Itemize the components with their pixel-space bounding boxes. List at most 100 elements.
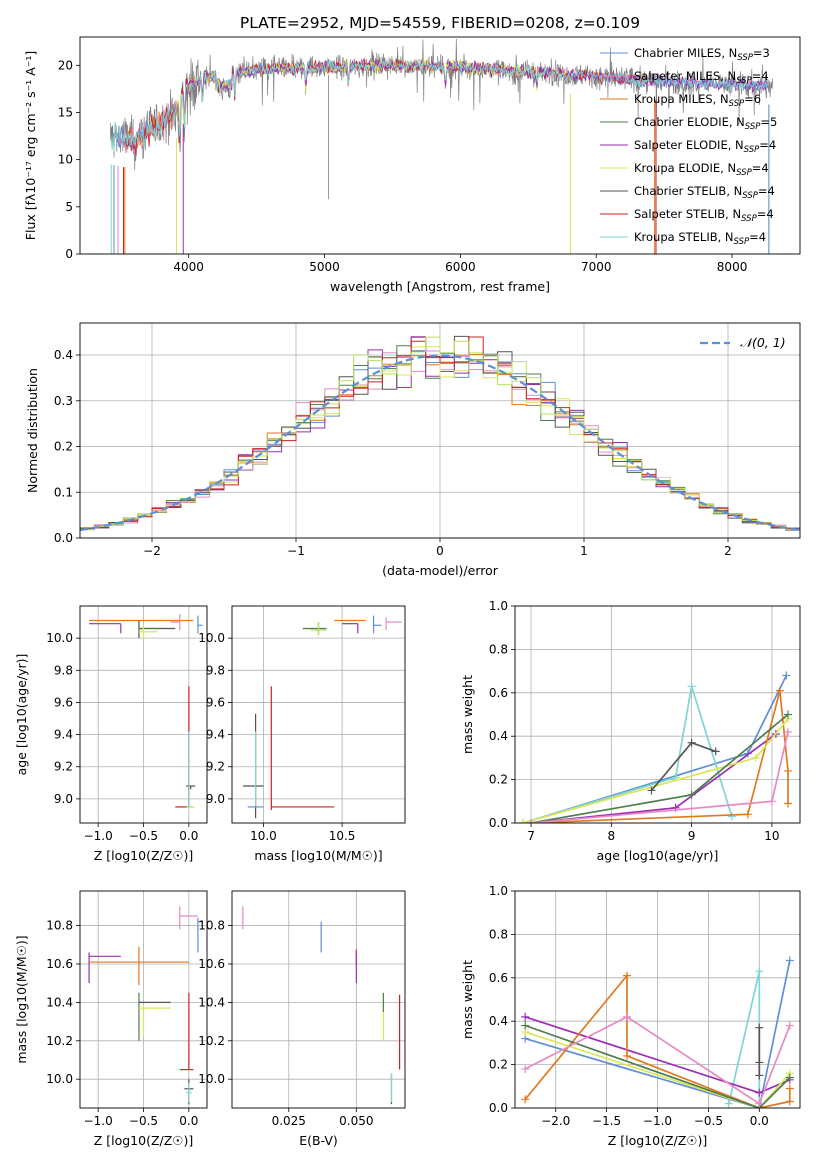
legend-entry: Chabrier ELODIE, NSSP=5 <box>634 115 777 132</box>
x-axis-label: E(B-V) <box>299 1133 338 1148</box>
y-tick-label: 0.4 <box>54 348 73 362</box>
age_vs_mass-axes: 10.0 10.5 9.0 9.2 9.4 9.6 9.8 10.0 mass [log10(M… <box>198 605 406 863</box>
y-tick-label: 10.2 <box>46 1034 73 1048</box>
weight-marker <box>785 1021 794 1030</box>
weight_vs_Z-plot-area <box>521 956 794 1108</box>
y-tick-label: 0.1 <box>54 485 73 499</box>
legend-entry: Kroupa MILES, NSSP=6 <box>634 92 761 109</box>
y-tick-label: 0.6 <box>489 971 508 985</box>
x-tick-label: 2 <box>724 544 732 558</box>
y-tick-label: 10.0 <box>198 1072 225 1086</box>
residuals-plot-area <box>80 335 800 532</box>
x-tick-label: 10.5 <box>329 829 356 843</box>
weight-marker <box>724 1099 733 1108</box>
x-tick-label: 10.0 <box>250 829 277 843</box>
weight-marker <box>783 710 792 719</box>
weight-marker <box>521 1095 530 1104</box>
y-tick-label: 10.2 <box>198 1034 225 1048</box>
x-axis-label: (data-model)/error <box>382 563 499 578</box>
y-tick-label: 0.2 <box>489 773 508 787</box>
x-axis-label: Z [log10(Z/Z☉)] <box>94 848 194 863</box>
y-tick-label: 0.6 <box>489 686 508 700</box>
weight-marker <box>767 797 776 806</box>
age_vs_Z-axes: −1.0 −0.5 0.0 9.0 9.2 9.4 9.6 9.8 10.0 Z [log10(Z… <box>14 605 208 863</box>
spectrum-axes: 4000 5000 6000 7000 8000 0 5 10 15 20 wavelength [… <box>23 36 801 294</box>
legend-entry: Chabrier MILES, NSSP=3 <box>634 46 770 63</box>
x-tick-label: 5000 <box>309 260 340 274</box>
residuals-axes: −2 −1 0 1 2 0.0 0.1 0.2 0.3 0.4 (data-model)/error… <box>25 322 801 578</box>
figure-title: PLATE=2952, MJD=54559, FIBERID=0208, z=0… <box>240 14 640 32</box>
x-tick-label: 8 <box>608 829 616 843</box>
x-tick-label: 0.050 <box>339 1114 373 1128</box>
x-tick-label: 0.025 <box>272 1114 306 1128</box>
x-tick-label: −1 <box>287 544 305 558</box>
y-axis-label: mass weight <box>460 675 475 754</box>
x-tick-label: 6000 <box>445 260 476 274</box>
y-tick-label: 0 <box>65 247 73 261</box>
y-tick-label: 1.0 <box>489 599 508 613</box>
y-tick-label: 10.0 <box>46 1072 73 1086</box>
y-tick-label: 9.6 <box>206 695 225 709</box>
legend-entry: Chabrier STELIB, NSSP=4 <box>634 184 775 201</box>
y-tick-label: 0.8 <box>489 642 508 656</box>
y-tick-label: 9.4 <box>54 728 73 742</box>
y-tick-label: 0.2 <box>54 440 73 454</box>
x-tick-label: −1.0 <box>643 1114 672 1128</box>
x-tick-label: 1 <box>580 544 588 558</box>
x-tick-label: 7 <box>527 829 535 843</box>
y-tick-label: 0.0 <box>489 1101 508 1115</box>
histogram-step <box>80 336 800 530</box>
axes-frame <box>231 890 406 1109</box>
weight-marker <box>783 799 792 808</box>
age_vs_Z-plot-area <box>89 614 203 808</box>
spectrum-plot-area <box>109 38 773 254</box>
x-axis-label: Z [log10(Z/Z☉)] <box>608 1133 708 1148</box>
y-tick-label: 20 <box>58 58 73 72</box>
weight-series-line <box>522 686 733 823</box>
weight-marker <box>782 671 791 680</box>
weight-marker <box>519 819 528 823</box>
x-tick-label: 10 <box>764 829 779 843</box>
x-tick-label: −0.5 <box>129 1114 158 1128</box>
x-tick-label: −1.0 <box>84 1114 113 1128</box>
weight-marker <box>647 786 656 795</box>
spectrum-model-line <box>182 59 769 119</box>
y-tick-label: 9.4 <box>206 728 225 742</box>
weight-marker <box>743 810 752 819</box>
y-tick-label: 10.0 <box>198 631 225 645</box>
y-tick-label: 9.8 <box>54 663 73 677</box>
y-axis-label: mass weight <box>460 960 475 1039</box>
y-axis-label: Normed distribution <box>25 368 40 493</box>
x-tick-label: −2.0 <box>541 1114 570 1128</box>
weight-marker <box>727 812 736 821</box>
y-tick-label: 9.2 <box>54 760 73 774</box>
weight-marker <box>785 1097 794 1106</box>
weight-marker <box>755 1058 764 1067</box>
weight-marker <box>711 747 720 756</box>
y-tick-label: 9.8 <box>206 663 225 677</box>
y-tick-label: 5 <box>65 200 73 214</box>
weight-marker <box>755 1023 764 1032</box>
x-tick-label: 4000 <box>173 260 204 274</box>
spectrum-model-line <box>110 59 769 153</box>
spectrum-legend: Chabrier MILES, NSSP=3 Salpeter MILES, NS… <box>600 46 777 247</box>
weight-marker <box>521 1021 530 1030</box>
y-tick-label: 10.0 <box>46 631 73 645</box>
y-axis-label: Flux [fλ10⁻¹⁷ erg cm⁻² s⁻¹ A⁻¹] <box>23 51 38 240</box>
weight_vs_age-plot-area <box>519 671 792 823</box>
axes-frame <box>79 36 801 255</box>
y-tick-label: 0.3 <box>54 394 73 408</box>
y-tick-label: 15 <box>58 105 73 119</box>
legend-entry: Kroupa STELIB, NSSP=4 <box>634 230 766 247</box>
x-tick-label: 0.0 <box>179 1114 198 1128</box>
legend-entry: Salpeter ELODIE, NSSP=4 <box>634 138 776 155</box>
x-tick-label: 9 <box>688 829 696 843</box>
weight-marker <box>687 738 696 747</box>
mass_vs_EBV-plot-area <box>242 906 401 1105</box>
gaussian-curve <box>80 354 800 532</box>
y-tick-label: 10.6 <box>46 957 73 971</box>
axes-frame <box>231 605 406 824</box>
y-tick-label: 10 <box>58 153 73 167</box>
